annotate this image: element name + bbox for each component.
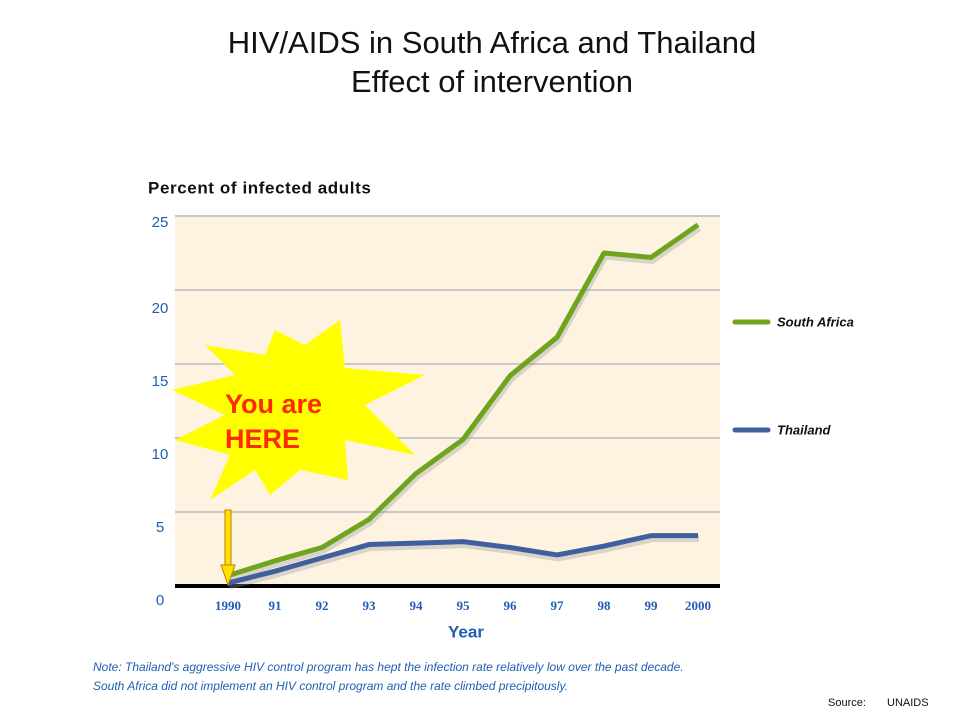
x-tick-label: 98 [598,598,612,613]
x-axis-label: Year [448,622,484,641]
note: Note: Thailand's aggressive HIV control … [93,660,684,674]
series-line [227,533,698,586]
series-line-shadow [228,535,699,590]
source: UNAIDS [887,697,929,709]
annotation: HERE [225,424,300,454]
source-label: Source: [828,697,866,709]
x-tick-label: 97 [551,598,565,613]
legend-label: Thailand [777,422,832,437]
y-tick-label: 20 [152,300,169,317]
chart-title: HIV/AIDS in South Africa and Thailand [228,25,756,60]
y-tick-label: 0 [156,592,164,609]
x-tick-label: 96 [504,598,518,613]
x-tick-label: 95 [457,598,471,613]
y-axis-label: Percent of infected adults [148,178,371,197]
x-tick-label: 93 [363,598,377,613]
y-tick-label: 25 [152,214,169,231]
series-line-shadow [227,225,701,582]
y-tick-label: 5 [156,519,164,536]
y-tick-label: 10 [152,446,169,463]
legend-label: South Africa [777,314,854,329]
starburst [172,320,425,500]
x-tick-label: 2000 [685,598,711,613]
series-line [227,222,700,579]
x-tick-label: 91 [269,598,282,613]
x-tick-label: 1990 [215,598,241,613]
x-tick-label: 99 [645,598,659,613]
annotation: You are [225,389,322,419]
x-tick-label: 92 [316,598,329,613]
x-tick-label: 94 [410,598,424,613]
note: South Africa did not implement an HIV co… [93,679,568,693]
arrow [220,509,236,587]
chart-subtitle: Effect of intervention [351,64,633,99]
y-tick-label: 15 [152,373,169,390]
